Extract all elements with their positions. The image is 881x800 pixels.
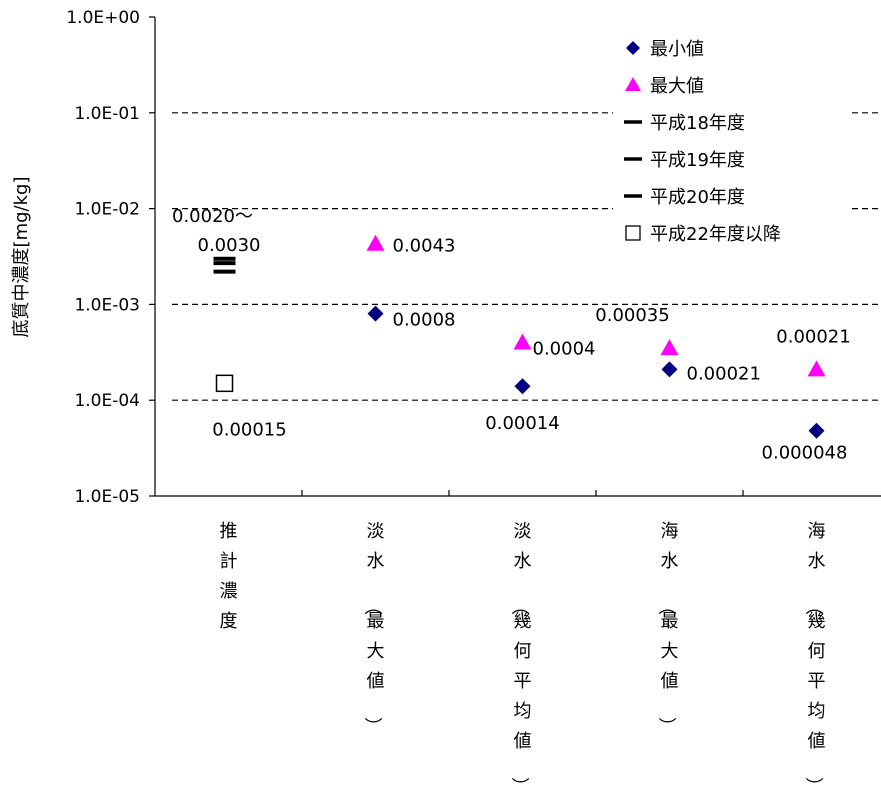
legend-label: 平成19年度 [650,150,745,171]
legend-triangle-icon [625,77,641,91]
x-tick-label: 淡水（幾何平均値） [509,521,532,795]
y-tick-label: 1.0E-04 [74,391,140,411]
y-tick-label: 1.0E-05 [74,487,140,507]
y-axis-label: 底質中濃度[mg/kg] [11,177,32,338]
data-labels: 0.0008 0.00014 0.00021 0.000048 0.0043 0.0004… [172,206,851,464]
legend-label: 平成20年度 [650,187,745,208]
y-tick-label: 1.0E-02 [74,200,140,220]
data-label: 0.00035 [595,305,669,326]
data-point-triangle [660,339,679,356]
data-label: 0.00021 [776,326,850,347]
data-point-diamond [514,378,531,395]
data-label: 0.00014 [485,413,559,434]
annotation-range-end: 0.0030 [198,235,261,256]
data-point-diamond [808,422,825,439]
y-tick-label: 1.0E-01 [74,104,140,124]
data-label: 0.0043 [393,236,456,257]
x-tick-label: 淡水（最大値） [362,521,385,735]
legend-square-icon [625,225,641,241]
data-point-square-open [215,374,234,393]
data-point-diamond [367,305,384,322]
y-tick-label: 1.0E-03 [74,295,140,315]
legend-label: 最小値 [650,39,704,60]
data-marks [213,234,826,439]
legend-background [613,28,851,260]
legend-label: 平成18年度 [650,113,745,134]
data-point-diamond [661,361,678,378]
x-tick-label: 海水（幾何平均値） [803,521,826,795]
data-label: 0.0004 [533,339,596,360]
x-tick-label: 海水（最大値） [656,521,679,735]
data-point-triangle [366,234,385,251]
axes [149,16,881,497]
x-tick-label: 推計濃度 [220,521,238,632]
legend-label: 最大値 [650,76,704,97]
legend-diamond-icon [626,41,640,55]
y-tick-labels: 1.0E+00 1.0E-01 1.0E-02 1.0E-03 1.0E-04 1.0E-… [66,8,140,507]
data-point-triangle [807,360,826,377]
data-label: 0.0008 [393,310,456,331]
x-tick-labels: 推計濃度 淡水（最大値） 淡水（幾何平均値） 海水（最大値） 海水（幾何平均値） [220,521,826,795]
legend-label: 平成22年度以降 [650,224,781,245]
data-label: 0.00021 [687,363,761,384]
data-label: 0.000048 [762,443,848,464]
annotation-range-start: 0.0020～ [172,206,253,227]
data-label: 0.00015 [212,419,286,440]
data-point-triangle [513,333,532,350]
y-tick-label: 1.0E+00 [66,8,140,28]
